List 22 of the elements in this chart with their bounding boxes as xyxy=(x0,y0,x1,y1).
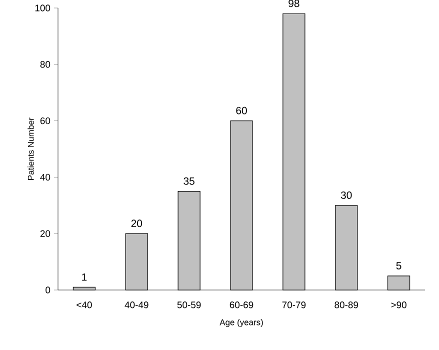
x-tick-label: 60-69 xyxy=(230,302,254,308)
y-axis-title: Patients Number xyxy=(28,118,34,180)
y-tick-label: 80 xyxy=(40,61,50,68)
x-tick-label: <40 xyxy=(76,302,92,308)
data-label: 1 xyxy=(82,273,87,281)
data-label: 20 xyxy=(131,220,142,228)
y-tick-label: 40 xyxy=(40,174,50,181)
data-label: 98 xyxy=(288,0,300,8)
x-axis-title: Age (years) xyxy=(220,319,263,327)
data-label: 5 xyxy=(396,262,402,270)
y-tick-label: 60 xyxy=(40,117,50,124)
x-tick-label: 70-79 xyxy=(282,302,306,308)
x-tick-label: 80-89 xyxy=(334,302,358,308)
y-tick-label: 20 xyxy=(40,230,50,237)
data-label: 35 xyxy=(184,177,194,185)
x-tick-label: 50-59 xyxy=(177,302,201,308)
x-tick-label: >90 xyxy=(391,302,406,308)
y-tick-label: 0 xyxy=(46,286,50,294)
y-tick-label: 100 xyxy=(35,4,50,12)
data-label: 30 xyxy=(340,191,352,199)
data-label: 60 xyxy=(236,106,247,114)
x-tick-label: 40-49 xyxy=(124,302,148,308)
